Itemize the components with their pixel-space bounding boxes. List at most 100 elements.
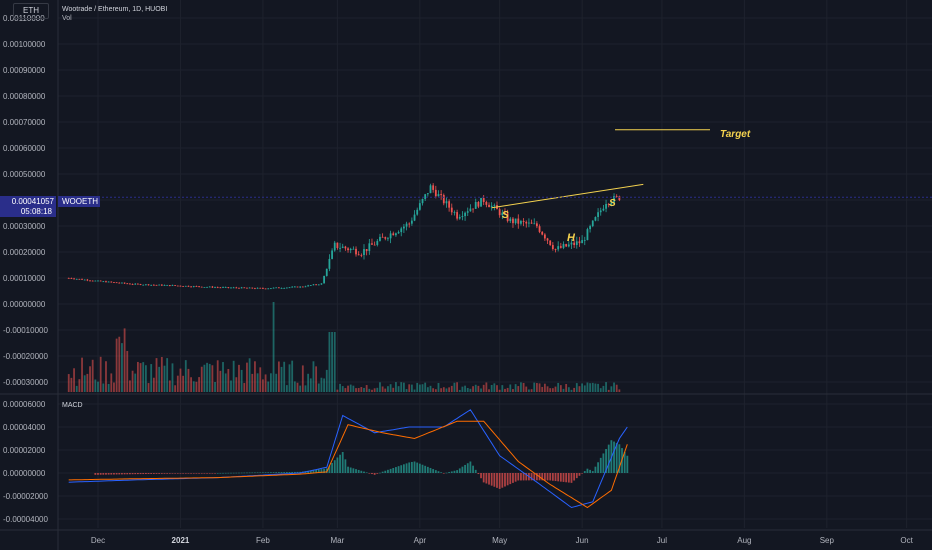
candle-body bbox=[559, 246, 562, 248]
candle-body bbox=[533, 223, 536, 225]
volume-bar bbox=[403, 382, 405, 392]
volume-bar bbox=[195, 381, 198, 392]
histogram-bar bbox=[549, 473, 552, 481]
histogram-bar bbox=[248, 472, 251, 474]
volume-bar bbox=[482, 384, 485, 392]
histogram-bar bbox=[434, 470, 437, 473]
candle-body bbox=[317, 284, 320, 286]
volume-bar bbox=[546, 386, 549, 392]
candle-body bbox=[285, 287, 288, 289]
candle-body bbox=[168, 284, 171, 286]
histogram-bar bbox=[488, 473, 490, 485]
candle-body bbox=[73, 278, 75, 280]
price-axis-label: 0.00100000 bbox=[3, 40, 46, 49]
histogram-bar bbox=[107, 473, 110, 475]
candle-body bbox=[474, 201, 477, 209]
candle-body bbox=[408, 223, 411, 225]
histogram-bar bbox=[410, 461, 413, 473]
volume-bar bbox=[464, 385, 466, 392]
candle-body bbox=[421, 198, 424, 204]
histogram-bar bbox=[602, 453, 605, 473]
volume-bar bbox=[554, 386, 557, 392]
histogram-bar bbox=[450, 471, 453, 473]
volume-bar bbox=[158, 366, 161, 392]
volume-bar bbox=[496, 385, 498, 392]
histogram-bar bbox=[238, 472, 240, 474]
histogram-bar bbox=[363, 471, 365, 473]
macd-axis-label: -0.00002000 bbox=[3, 492, 48, 501]
volume-bar bbox=[493, 383, 496, 392]
histogram-bar bbox=[498, 473, 501, 489]
candle-body bbox=[520, 220, 522, 224]
candle-body bbox=[339, 247, 341, 249]
histogram-bar bbox=[504, 473, 506, 487]
histogram-bar bbox=[94, 473, 97, 475]
candle-body bbox=[352, 248, 355, 250]
volume-bar bbox=[429, 385, 432, 392]
volume-bar bbox=[424, 382, 427, 392]
candle-body bbox=[238, 287, 240, 289]
histogram-bar bbox=[198, 473, 200, 474]
candle-body bbox=[216, 287, 219, 289]
volume-bar bbox=[150, 364, 153, 392]
histogram-bar bbox=[387, 469, 389, 473]
price-axis-label: 0.00010000 bbox=[3, 274, 46, 283]
volume-bar bbox=[578, 386, 581, 392]
candle-body bbox=[613, 196, 615, 203]
price-axis-label: 0.00050000 bbox=[3, 170, 46, 179]
volume-bar bbox=[131, 370, 134, 392]
volume-bar bbox=[357, 388, 360, 392]
volume-bar bbox=[187, 368, 190, 392]
candle-body bbox=[262, 287, 264, 289]
histogram-bar bbox=[496, 473, 498, 488]
candle-body bbox=[251, 287, 254, 289]
volume-bar bbox=[530, 389, 533, 392]
volume-bar bbox=[129, 380, 131, 392]
volume-bar bbox=[243, 383, 246, 392]
histogram-bar bbox=[267, 472, 270, 473]
volume-bar bbox=[179, 368, 182, 392]
volume-bar bbox=[557, 382, 560, 392]
volume-bar bbox=[525, 386, 528, 392]
volume-bar bbox=[139, 363, 142, 392]
volume-bar bbox=[365, 385, 368, 392]
histogram-bar bbox=[158, 473, 161, 474]
volume-bar bbox=[379, 382, 381, 392]
macd-label: MACD bbox=[62, 402, 83, 409]
candle-body bbox=[488, 204, 490, 208]
histogram-bar bbox=[559, 473, 562, 482]
price-axis-label: 0.00020000 bbox=[3, 248, 46, 257]
time-axis-label: Oct bbox=[900, 536, 913, 545]
volume-bar bbox=[264, 374, 267, 392]
histogram-bar bbox=[485, 473, 488, 484]
candle-body bbox=[131, 284, 134, 285]
histogram-bar bbox=[147, 473, 150, 474]
volume-bar bbox=[267, 381, 270, 392]
histogram-bar bbox=[163, 473, 166, 474]
histogram-bar bbox=[397, 466, 400, 473]
symbol-button[interactable]: ETH bbox=[13, 3, 49, 19]
time-axis-label: Feb bbox=[256, 536, 270, 545]
candle-body bbox=[461, 216, 464, 218]
volume-bar bbox=[102, 383, 105, 392]
volume-bar bbox=[405, 389, 408, 392]
candle-body bbox=[512, 218, 514, 224]
histogram-bar bbox=[328, 465, 331, 473]
candle-body bbox=[283, 287, 286, 289]
volume-bar bbox=[246, 362, 248, 392]
histogram-bar bbox=[533, 473, 536, 481]
volume-bar bbox=[472, 386, 474, 392]
histogram-bar bbox=[144, 473, 147, 475]
candle-body bbox=[325, 268, 328, 276]
histogram-bar bbox=[195, 473, 198, 474]
histogram-bar bbox=[262, 472, 264, 473]
histogram-bar bbox=[599, 457, 602, 473]
volume-bar bbox=[75, 385, 78, 392]
candle-body bbox=[110, 281, 113, 283]
histogram-bar bbox=[448, 472, 451, 473]
histogram-bar bbox=[373, 473, 376, 475]
histogram-bar bbox=[134, 473, 137, 475]
volume-bar bbox=[416, 382, 419, 392]
volume-bar bbox=[280, 366, 283, 392]
